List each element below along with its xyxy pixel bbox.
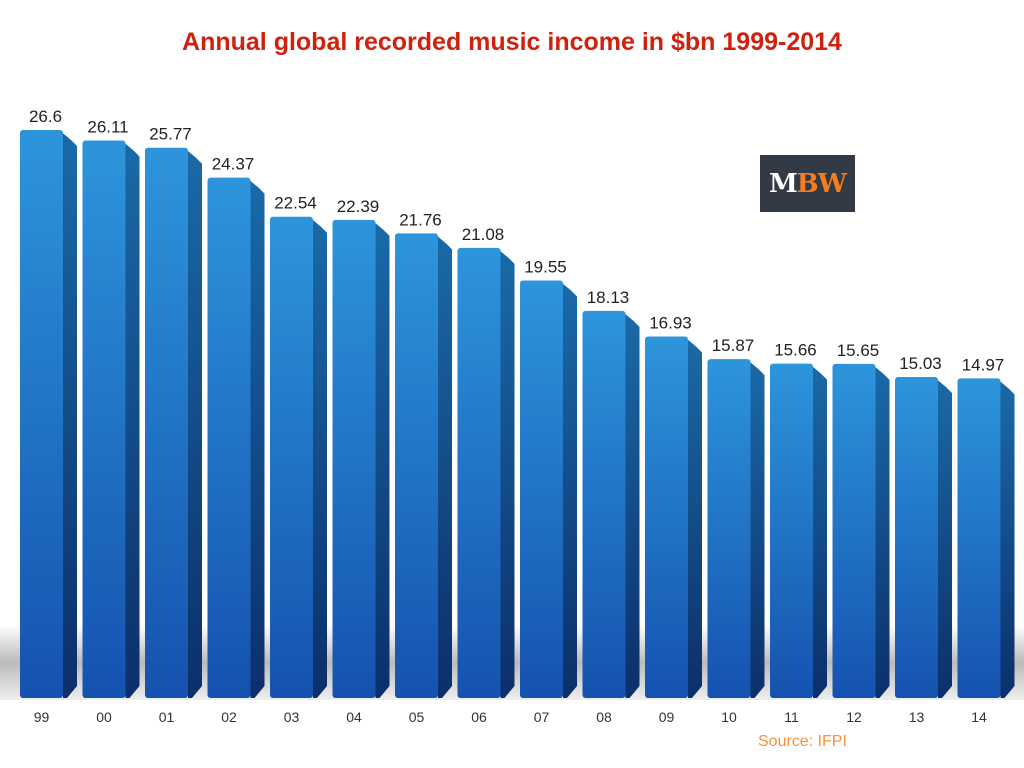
category-label: 12 <box>846 709 862 725</box>
mbw-logo: M BW <box>760 155 855 212</box>
bar <box>832 363 876 698</box>
category-label: 06 <box>471 709 487 725</box>
bar-side <box>184 147 202 698</box>
bar-side <box>496 247 515 699</box>
value-label: 21.76 <box>399 210 442 229</box>
bar-side <box>746 359 765 698</box>
category-label: 11 <box>784 709 799 725</box>
value-label: 15.87 <box>712 336 755 355</box>
category-label: 05 <box>409 709 425 725</box>
category-label: 04 <box>346 709 362 725</box>
category-label: 03 <box>284 709 300 725</box>
value-label: 26.6 <box>29 107 62 126</box>
category-label: 14 <box>971 709 987 725</box>
bar <box>895 377 938 698</box>
bar-side <box>809 363 827 698</box>
value-label: 16.93 <box>649 313 692 332</box>
category-label: 09 <box>659 709 675 725</box>
category-label: 99 <box>34 709 50 725</box>
bar-side <box>371 219 390 698</box>
value-label: 18.13 <box>587 288 630 307</box>
bar <box>645 336 688 698</box>
category-label: 00 <box>96 709 112 725</box>
bar-side <box>934 377 952 698</box>
bar-side <box>684 336 702 698</box>
bar-side <box>621 310 640 698</box>
bar <box>207 177 251 698</box>
value-label: 25.77 <box>149 125 192 144</box>
value-label: 26.11 <box>87 117 128 136</box>
bar <box>520 280 563 698</box>
value-label: 24.37 <box>212 155 255 174</box>
value-label: 19.55 <box>524 258 567 277</box>
value-label: 22.39 <box>337 197 380 216</box>
source-note: Source: IFPI <box>758 733 847 750</box>
bar-side <box>559 280 577 698</box>
chart-title: Annual global recorded music income in $… <box>182 28 842 56</box>
bar <box>82 140 126 699</box>
bar-side <box>246 177 265 698</box>
bar <box>270 216 313 698</box>
bar-side <box>309 216 327 698</box>
bar <box>395 233 438 698</box>
value-label: 21.08 <box>462 225 505 244</box>
value-label: 22.54 <box>274 194 317 213</box>
value-label: 15.03 <box>899 354 942 373</box>
category-label: 02 <box>221 709 237 725</box>
bar-side <box>121 140 140 699</box>
value-label: 14.97 <box>962 355 1005 374</box>
bar <box>957 378 1001 698</box>
bar-side <box>996 378 1015 698</box>
bar <box>20 130 63 698</box>
bar <box>707 359 751 698</box>
category-label: 08 <box>596 709 612 725</box>
bar <box>770 363 813 698</box>
category-label: 07 <box>534 709 550 725</box>
bar-side <box>871 363 890 698</box>
category-label: 01 <box>159 709 175 725</box>
value-label: 15.65 <box>837 341 880 360</box>
bar <box>457 247 501 699</box>
bar <box>582 310 626 698</box>
bar <box>145 147 188 698</box>
bar-side <box>434 233 452 698</box>
value-label: 15.66 <box>774 341 817 360</box>
bar-side <box>59 130 77 698</box>
category-label: 13 <box>909 709 925 725</box>
bar <box>332 219 376 698</box>
category-label: 10 <box>721 709 737 725</box>
